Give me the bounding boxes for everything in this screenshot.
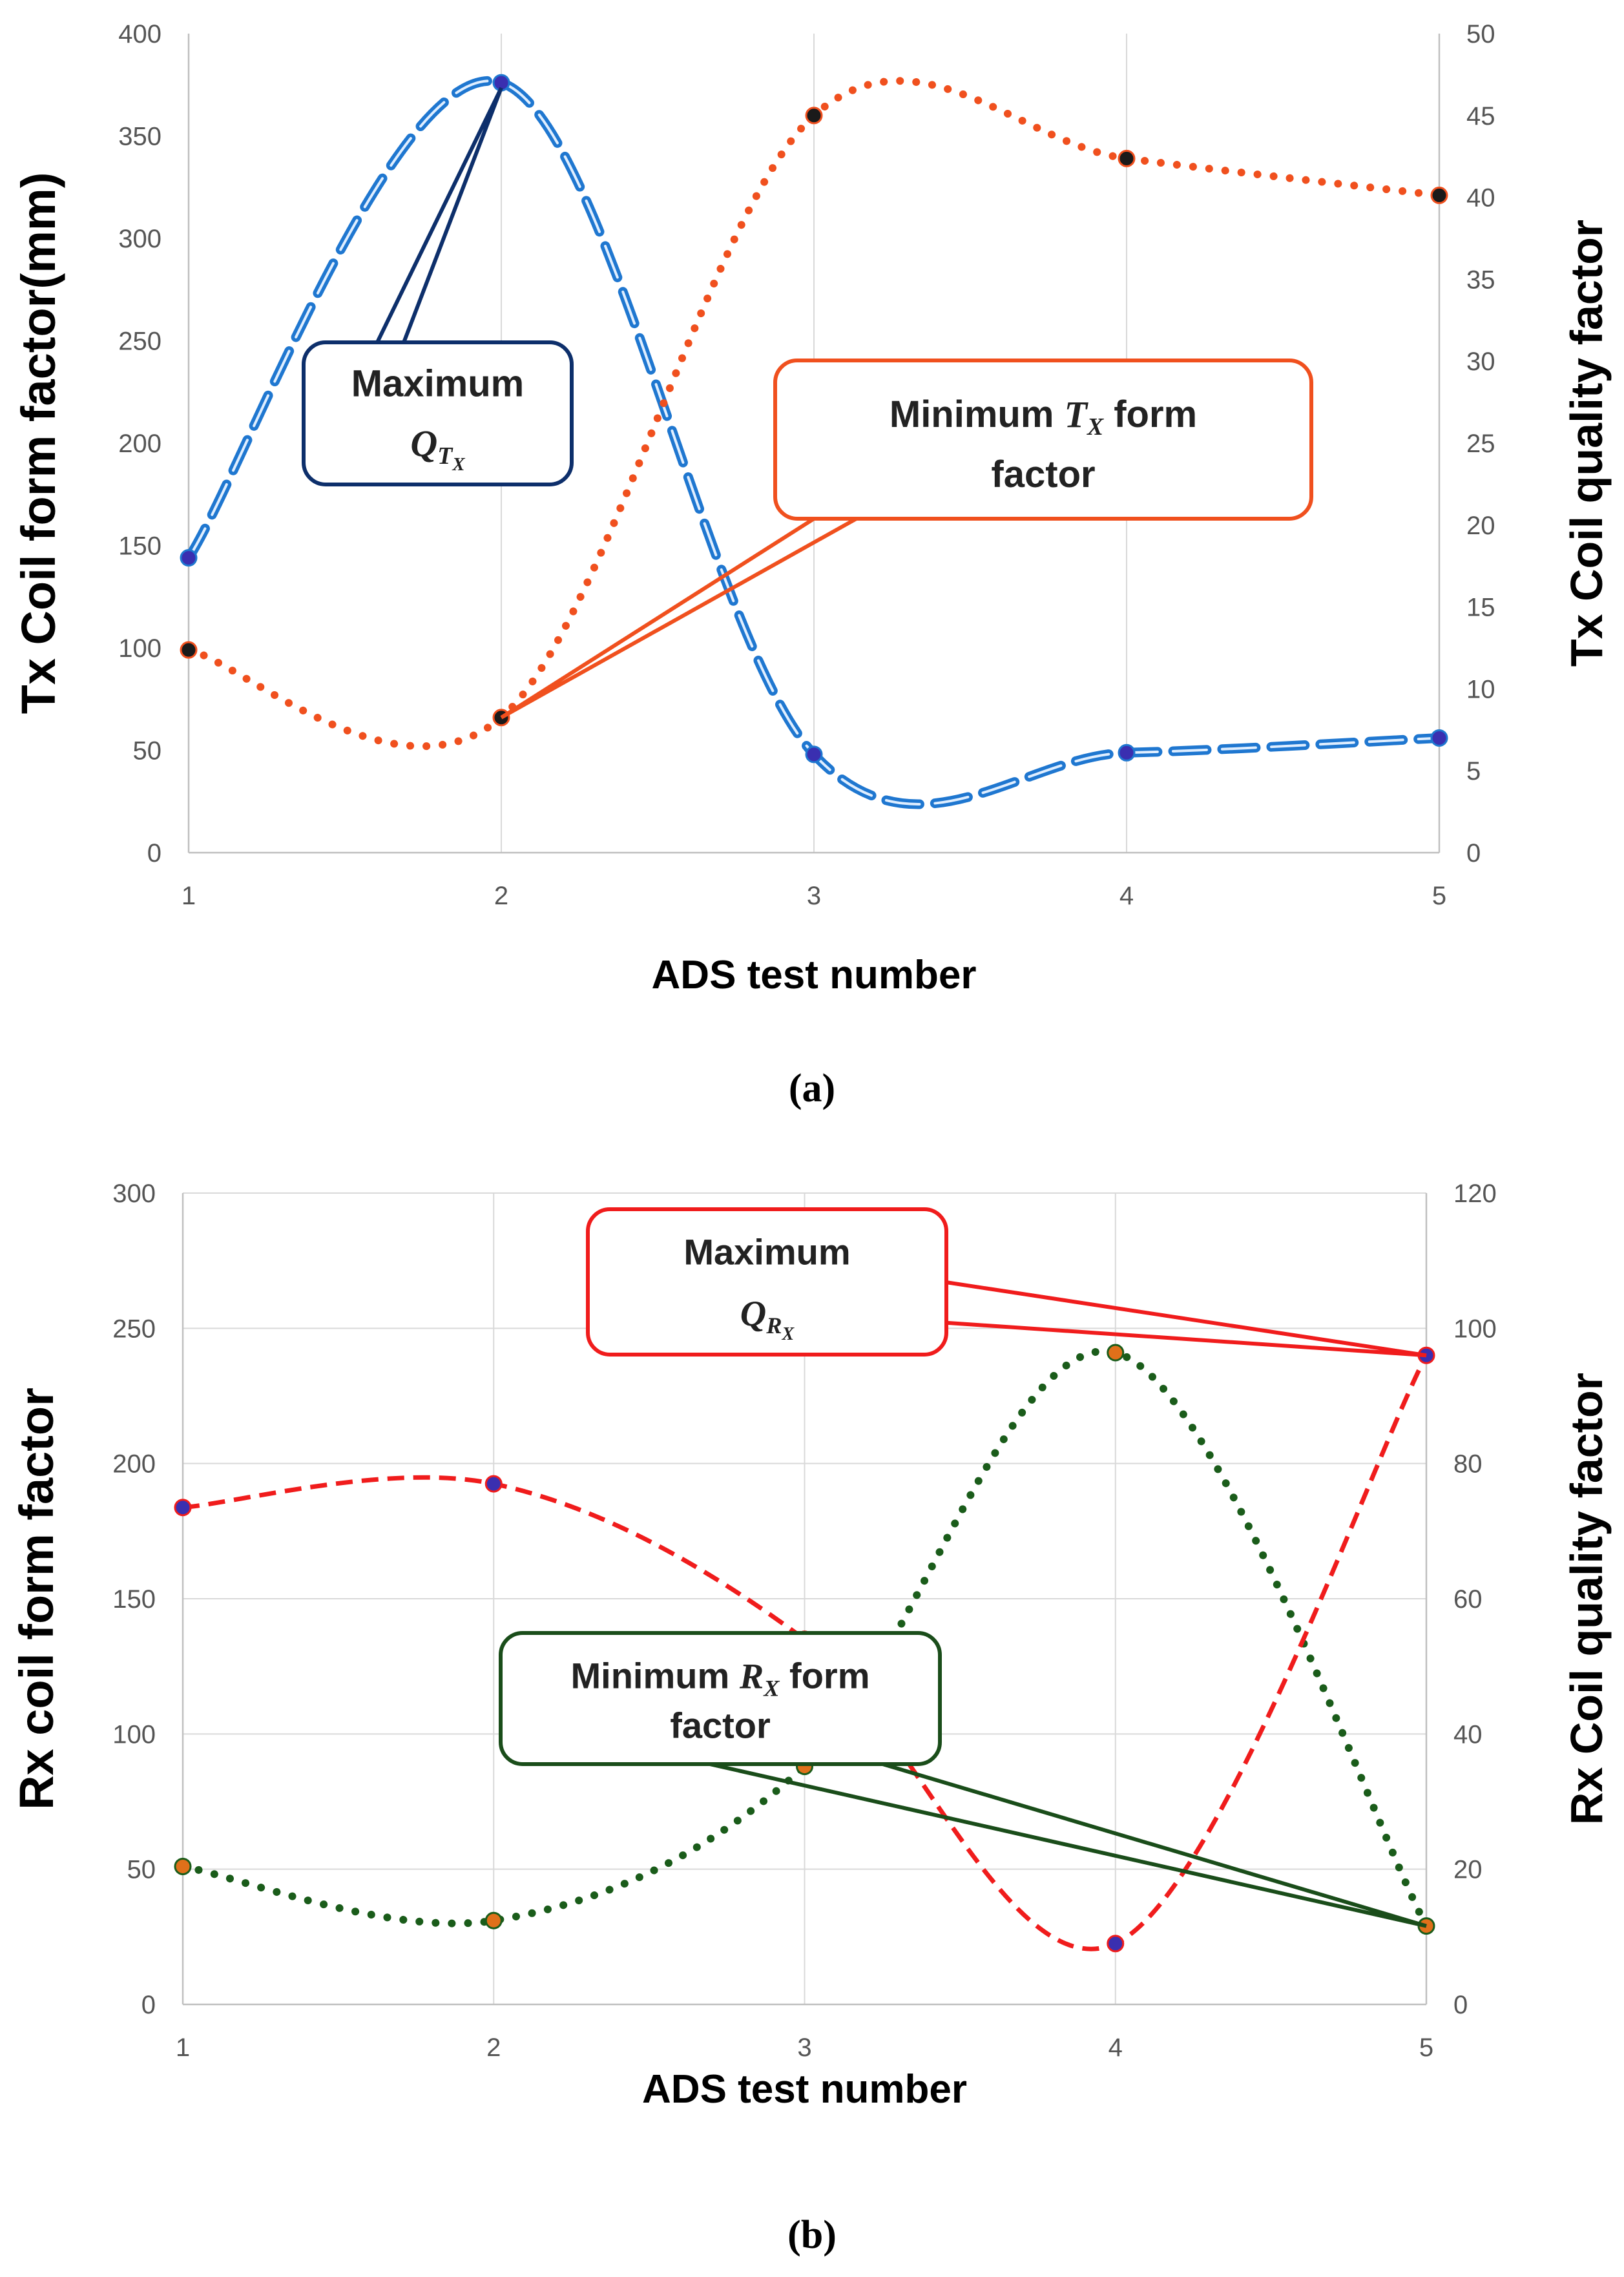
chart-b: 0 50 100 150 200 250 300 0 20 40 60 80 100 120 1 2 3 4 5 AD… (10, 1180, 1612, 2257)
x-tick-label: 3 (797, 2033, 811, 2062)
series-line (187, 79, 1441, 806)
y-left-tick-label: 50 (127, 1856, 156, 1884)
callout-pointer (943, 1280, 1427, 1358)
y-left-tick-label: 150 (112, 1585, 156, 1614)
data-point (174, 1857, 192, 1875)
data-point (484, 1475, 503, 1493)
y-right-tick-label: 10 (1466, 675, 1495, 703)
y-left-tick-label: 200 (118, 430, 161, 458)
figure-caption: (b) (787, 2213, 837, 2257)
y-right-tick-label: 30 (1466, 348, 1495, 376)
callout-label: Maximum (683, 1232, 850, 1273)
data-point (1430, 186, 1448, 204)
data-point (174, 1499, 192, 1517)
callout-box (302, 340, 574, 486)
callout-pointer (698, 1760, 1427, 1928)
y-left-tick-label: 100 (112, 1720, 156, 1749)
series-line (182, 1354, 1429, 1951)
series-line (179, 1347, 1430, 1930)
callout-min-tx-form: Minimum TX form factor (500, 359, 1313, 720)
y-right-tick-label: 45 (1466, 102, 1495, 130)
callout-max-q-rx: Maximum QRX (586, 1207, 1427, 1358)
y-right-tick-label: 80 (1453, 1450, 1483, 1479)
callout-max-q-tx: Maximum QTX (302, 87, 574, 486)
data-point (1430, 729, 1448, 747)
y-right-tick-label: 60 (1453, 1585, 1483, 1614)
y-right-axis-title: Tx Coil quality factor (1561, 220, 1612, 667)
y-right-tick-label: 20 (1453, 1856, 1483, 1884)
y-right-tick-label: 40 (1466, 184, 1495, 213)
y-right-tick-label: 0 (1466, 839, 1481, 868)
callout-math: QTX (410, 422, 465, 475)
callout-math: QRX (740, 1294, 795, 1344)
y-left-tick-label: 50 (133, 737, 162, 765)
x-tick-label: 2 (494, 882, 508, 910)
y-right-tick-label: 5 (1466, 757, 1481, 785)
callout-label-line2: factor (991, 453, 1095, 495)
callout-label-line2: factor (670, 1705, 771, 1745)
y-left-tick-label: 150 (118, 532, 161, 561)
data-point (180, 641, 198, 659)
y-right-tick-label: 50 (1466, 20, 1495, 48)
data-point (805, 745, 823, 764)
chart-a: 0501001502002503003504000510152025303540… (12, 20, 1612, 1110)
y-right-axis-title: Rx Coil quality factor (1561, 1373, 1612, 1825)
x-tick-label: 1 (176, 2033, 190, 2062)
y-right-tick-label: 35 (1466, 265, 1495, 294)
y-left-tick-label: 0 (141, 1991, 156, 2019)
callout-box (773, 359, 1313, 521)
y-right-tick-label: 0 (1453, 1991, 1468, 2019)
x-axis-title: ADS test number (652, 953, 977, 997)
callout-label: Minimum RX form (571, 1655, 870, 1701)
y-left-tick-label: 300 (112, 1180, 156, 1208)
data-point (1107, 1935, 1125, 1953)
data-point (1118, 743, 1136, 762)
y-left-tick-label: 250 (112, 1315, 156, 1343)
y-left-tick-label: 200 (112, 1450, 156, 1479)
y-left-axis-title: Rx coil form factor (10, 1388, 63, 1810)
callout-box (499, 1631, 942, 1766)
callout-pointer (373, 87, 503, 347)
callout-pointer (500, 514, 862, 720)
figure-caption: (a) (789, 1066, 835, 1110)
y-left-tick-label: 100 (118, 634, 161, 663)
x-tick-label: 3 (807, 882, 821, 910)
callout-box (586, 1207, 948, 1357)
y-left-tick-label: 0 (147, 839, 161, 868)
y-left-tick-label: 250 (118, 328, 161, 356)
y-right-tick-label: 25 (1466, 430, 1495, 458)
data-point (1118, 149, 1136, 167)
callout-label: Maximum (351, 363, 525, 405)
y-right-tick-label: 15 (1466, 594, 1495, 622)
x-tick-label: 1 (182, 882, 196, 910)
callout-label: Minimum TX form (890, 393, 1197, 441)
data-point (805, 107, 823, 125)
x-tick-label: 5 (1432, 882, 1446, 910)
y-right-tick-label: 40 (1453, 1720, 1483, 1749)
data-point (484, 1911, 503, 1929)
y-left-axis-title: Tx Coil form factor(mm) (12, 172, 65, 714)
y-right-tick-label: 120 (1453, 1180, 1497, 1208)
y-right-tick-label: 20 (1466, 512, 1495, 540)
y-right-tick-label: 100 (1453, 1315, 1497, 1343)
y-left-tick-label: 300 (118, 225, 161, 253)
data-point (1107, 1344, 1125, 1362)
x-tick-label: 4 (1119, 882, 1134, 910)
x-tick-label: 4 (1109, 2033, 1123, 2062)
x-tick-label: 2 (486, 2033, 501, 2062)
data-point (180, 549, 198, 567)
series-line (185, 77, 1443, 751)
x-axis-title: ADS test number (642, 2067, 967, 2112)
y-left-tick-label: 400 (118, 20, 161, 48)
x-tick-label: 5 (1419, 2033, 1433, 2062)
y-left-tick-label: 350 (118, 123, 161, 151)
